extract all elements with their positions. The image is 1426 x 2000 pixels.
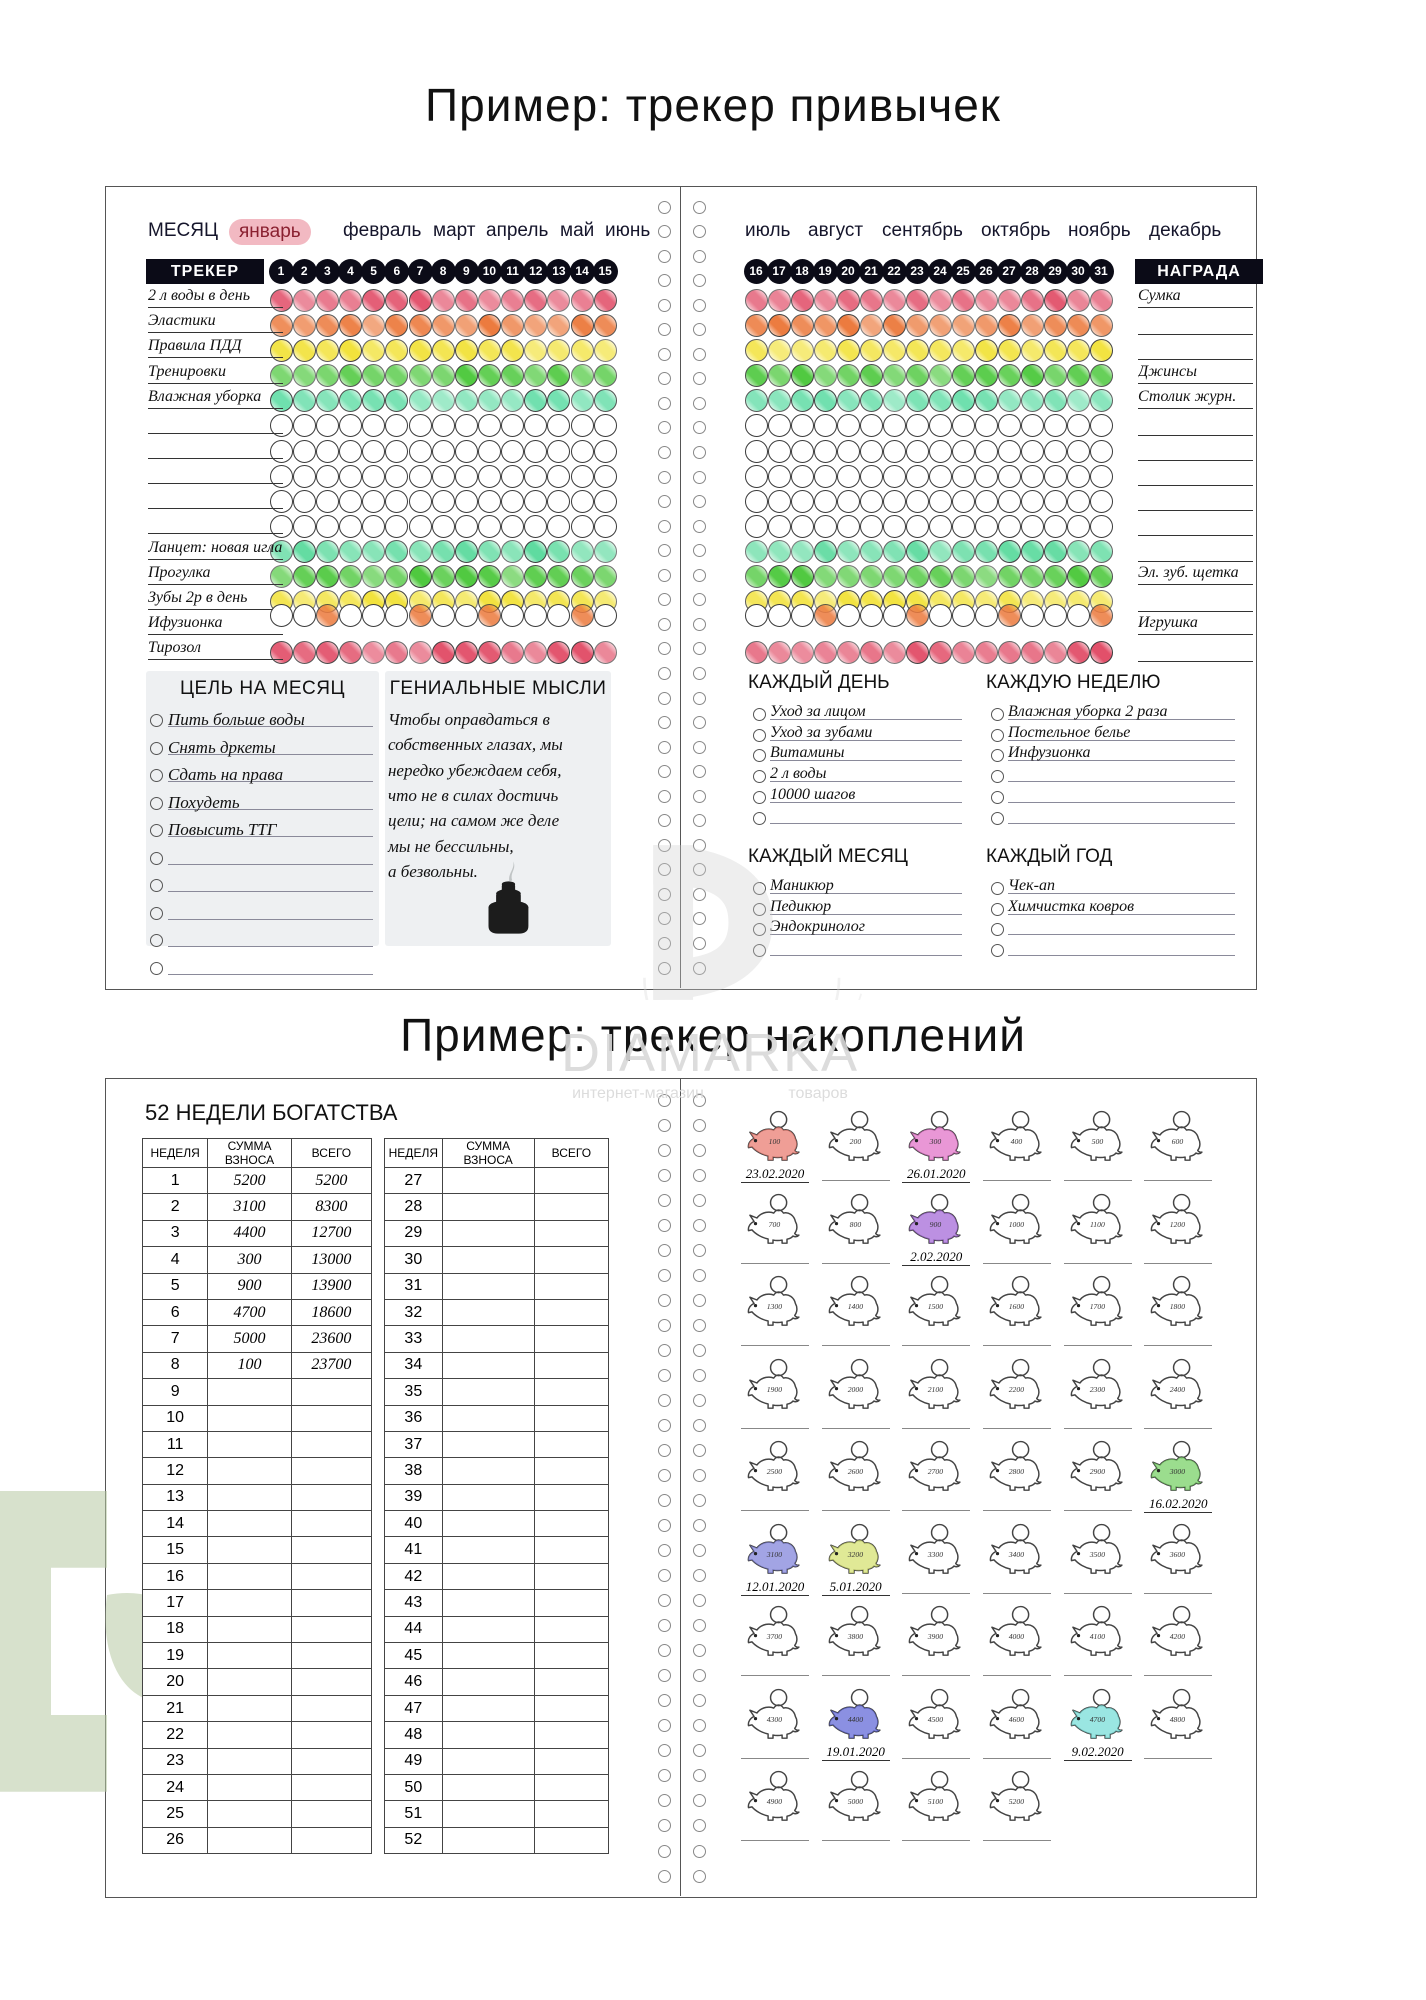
svg-text:4100: 4100 xyxy=(1089,1632,1105,1641)
svg-text:4500: 4500 xyxy=(928,1715,944,1724)
svg-text:4400: 4400 xyxy=(847,1715,863,1724)
svg-text:3100: 3100 xyxy=(766,1550,783,1559)
svg-text:2500: 2500 xyxy=(767,1467,783,1476)
svg-text:1500: 1500 xyxy=(928,1302,944,1311)
svg-text:1900: 1900 xyxy=(767,1385,783,1394)
svg-text:5000: 5000 xyxy=(847,1797,863,1806)
svg-text:4900: 4900 xyxy=(767,1797,783,1806)
svg-text:4300: 4300 xyxy=(767,1715,783,1724)
svg-text:1700: 1700 xyxy=(1089,1302,1105,1311)
svg-text:3900: 3900 xyxy=(927,1632,944,1641)
svg-text:100: 100 xyxy=(769,1137,781,1146)
svg-text:500: 500 xyxy=(1091,1137,1103,1146)
svg-text:3800: 3800 xyxy=(846,1632,863,1641)
svg-text:2100: 2100 xyxy=(928,1385,944,1394)
svg-text:4200: 4200 xyxy=(1170,1632,1186,1641)
svg-text:3600: 3600 xyxy=(1169,1550,1186,1559)
svg-text:3300: 3300 xyxy=(927,1550,944,1559)
svg-text:2200: 2200 xyxy=(1009,1385,1025,1394)
svg-text:2000: 2000 xyxy=(847,1385,863,1394)
svg-text:1200: 1200 xyxy=(1170,1220,1186,1229)
svg-text:2700: 2700 xyxy=(928,1467,944,1476)
svg-text:4800: 4800 xyxy=(1170,1715,1186,1724)
svg-text:1800: 1800 xyxy=(1170,1302,1186,1311)
svg-text:1300: 1300 xyxy=(767,1302,783,1311)
svg-text:400: 400 xyxy=(1011,1137,1023,1146)
svg-text:3500: 3500 xyxy=(1088,1550,1105,1559)
svg-text:1400: 1400 xyxy=(847,1302,863,1311)
svg-text:3700: 3700 xyxy=(766,1632,783,1641)
svg-text:3200: 3200 xyxy=(846,1550,863,1559)
svg-text:700: 700 xyxy=(769,1220,781,1229)
svg-text:900: 900 xyxy=(930,1220,942,1229)
svg-text:2600: 2600 xyxy=(847,1467,863,1476)
svg-text:3000: 3000 xyxy=(1169,1467,1186,1476)
svg-text:1100: 1100 xyxy=(1090,1220,1105,1229)
svg-text:600: 600 xyxy=(1172,1137,1184,1146)
svg-text:2300: 2300 xyxy=(1089,1385,1105,1394)
svg-text:4000: 4000 xyxy=(1009,1632,1025,1641)
svg-text:5200: 5200 xyxy=(1009,1797,1025,1806)
svg-text:4700: 4700 xyxy=(1089,1715,1105,1724)
svg-text:3400: 3400 xyxy=(1008,1550,1025,1559)
svg-text:800: 800 xyxy=(849,1220,861,1229)
svg-text:1600: 1600 xyxy=(1009,1302,1025,1311)
svg-text:200: 200 xyxy=(849,1137,861,1146)
svg-text:2400: 2400 xyxy=(1170,1385,1186,1394)
svg-text:1000: 1000 xyxy=(1009,1220,1025,1229)
svg-text:5100: 5100 xyxy=(928,1797,944,1806)
svg-text:2800: 2800 xyxy=(1009,1467,1025,1476)
svg-text:300: 300 xyxy=(929,1137,942,1146)
svg-text:4600: 4600 xyxy=(1009,1715,1025,1724)
svg-text:2900: 2900 xyxy=(1089,1467,1105,1476)
